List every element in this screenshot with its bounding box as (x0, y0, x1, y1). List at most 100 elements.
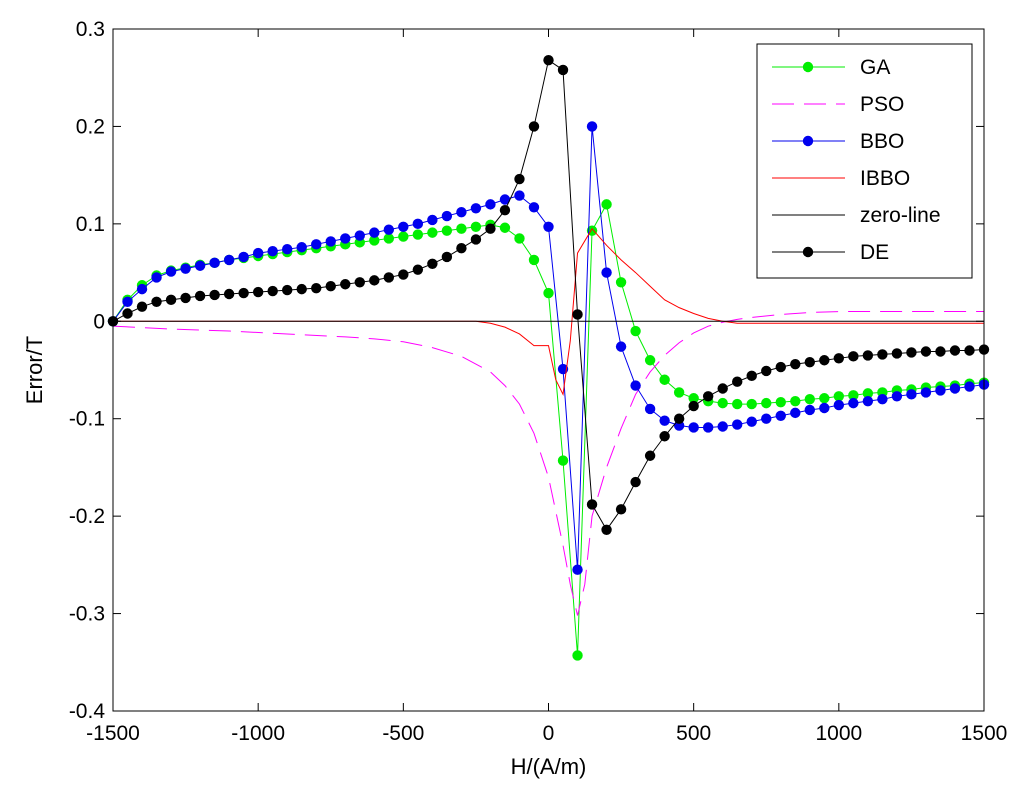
y-tick-label: -0.2 (69, 505, 105, 528)
y-tick-label: -0.1 (69, 408, 105, 431)
series-point-de (427, 258, 438, 269)
series-point-de (223, 288, 235, 300)
series-point-ga (601, 199, 612, 210)
series-point-de (862, 350, 874, 361)
y-tick-label: -0.3 (69, 603, 105, 626)
series-point-de (964, 345, 975, 356)
series-point-bbo (761, 413, 772, 424)
series-point-ga (673, 387, 685, 398)
y-tick-label: -0.4 (69, 700, 106, 723)
series-point-ga (659, 374, 670, 385)
legend-marker-de (802, 246, 814, 258)
series-point-ga (630, 325, 641, 337)
series-point-bbo (775, 410, 786, 421)
legend-label-pso: PSO (860, 93, 904, 116)
series-point-de (194, 290, 206, 302)
series-point-bbo (877, 394, 888, 405)
series-point-ga (819, 393, 830, 404)
series-point-bbo (659, 415, 670, 426)
x-axis-title: H/(A/m) (511, 754, 587, 779)
series-point-bbo (790, 407, 801, 419)
series-point-bbo (644, 403, 656, 415)
series-point-de (949, 345, 961, 356)
series-point-bbo (949, 383, 961, 394)
series-point-bbo (194, 260, 206, 271)
series-point-bbo (223, 254, 235, 266)
series-point-de (252, 286, 264, 298)
series-point-ga (557, 455, 569, 466)
series-point-ga (499, 222, 511, 233)
series-point-ga (369, 235, 380, 246)
series-point-de (761, 365, 772, 377)
x-tick-label: 1500 (961, 722, 1008, 745)
series-point-bbo (702, 422, 714, 433)
series-point-de (282, 284, 293, 296)
series-point-bbo (267, 245, 278, 257)
y-tick-label: 0.1 (76, 213, 105, 236)
series-point-bbo (122, 296, 133, 307)
series-point-de (848, 351, 859, 362)
series-point-de (499, 205, 511, 216)
series-point-ga (848, 390, 859, 401)
series-point-bbo (485, 199, 496, 210)
series-point-bbo (615, 341, 627, 352)
series-point-bbo (136, 283, 148, 295)
series-point-de (180, 292, 191, 304)
series-point-de (717, 383, 728, 394)
series-point-bbo (906, 389, 917, 400)
series-point-de (891, 348, 903, 359)
series-point-bbo (180, 263, 191, 274)
series-point-de (615, 504, 627, 515)
series-point-ga (470, 221, 482, 232)
series-point-de (790, 358, 801, 370)
series-point-de (209, 289, 220, 301)
series-point-ga (790, 395, 801, 407)
legend-label-ibbo: IBBO (860, 167, 910, 190)
series-point-bbo (151, 272, 162, 283)
series-point-bbo (630, 380, 641, 391)
series-point-bbo (572, 564, 583, 575)
series-point-de (136, 301, 148, 312)
series-point-bbo (833, 399, 845, 411)
series-point-de (485, 223, 496, 234)
series-point-de (833, 353, 845, 364)
y-tick-label: 0 (93, 310, 105, 333)
series-point-bbo (732, 419, 743, 430)
series-point-ga (833, 391, 845, 402)
series-point-bbo (543, 221, 554, 232)
series-point-de (325, 281, 336, 292)
series-point-bbo (340, 233, 351, 244)
series-point-de (412, 264, 424, 275)
series-line-pso (112, 311, 984, 616)
y-tick-label: 0.2 (76, 115, 105, 138)
legend-label-ga: GA (860, 56, 890, 79)
series-point-de (644, 450, 656, 461)
legend-label-zero-line: zero-line (860, 204, 941, 227)
series-point-de (151, 296, 162, 307)
series-point-ga (427, 227, 438, 238)
series-point-bbo (398, 221, 409, 232)
series-point-bbo (586, 121, 598, 132)
series-point-ga (717, 397, 728, 409)
series-point-de (673, 413, 685, 424)
series-point-de (441, 251, 453, 263)
series-point-ga (862, 388, 874, 399)
x-tick-label: 1000 (815, 722, 862, 745)
series-point-bbo (165, 266, 177, 277)
series-line-ibbo (113, 227, 984, 397)
legend-box (756, 43, 973, 279)
series-point-bbo (383, 224, 395, 235)
x-tick-label: 0 (543, 722, 555, 745)
x-tick-label: -1000 (231, 722, 285, 745)
series-point-bbo (456, 206, 467, 218)
series-point-bbo (499, 194, 511, 205)
series-point-bbo (427, 214, 438, 226)
series-point-bbo (296, 242, 307, 253)
series-point-ga (761, 397, 772, 409)
series-point-de (543, 54, 554, 66)
x-tick-label: -500 (382, 722, 424, 745)
series-point-de (877, 349, 888, 360)
series-point-de (732, 376, 743, 387)
series-point-de (165, 294, 177, 306)
